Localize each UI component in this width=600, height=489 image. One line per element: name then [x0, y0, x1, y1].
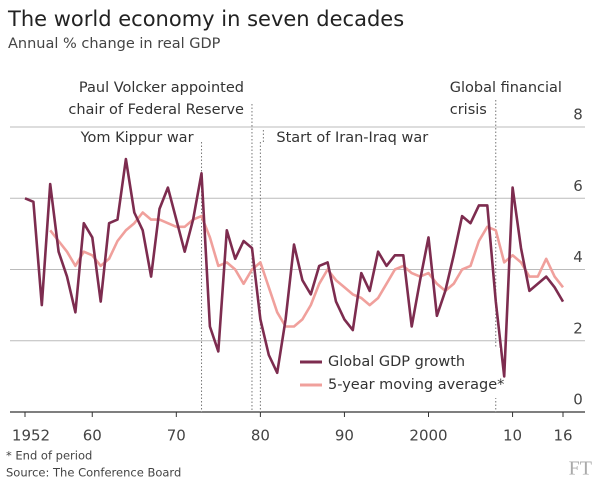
annotation-bg: [272, 130, 433, 146]
annotation-bg: [64, 102, 249, 118]
footnote: * End of period: [6, 449, 92, 463]
y-tick-label: 0: [573, 391, 583, 409]
logo: FT: [569, 458, 592, 480]
x-tick-label: 2000: [409, 427, 447, 445]
x-tick-label: 60: [83, 427, 102, 445]
legend-bg: [292, 348, 500, 398]
y-tick-label: 4: [573, 248, 583, 266]
chart-subtitle: Annual % change in real GDP: [8, 36, 221, 52]
x-tick-label: 1952: [12, 427, 50, 445]
annotation-text: Global financial: [450, 80, 562, 96]
legend-label: Global GDP growth: [328, 354, 465, 370]
annotation-text: crisis: [450, 102, 487, 118]
x-tick-label: 80: [251, 427, 270, 445]
source: Source: The Conference Board: [6, 466, 181, 480]
annotation-bg: [445, 102, 491, 118]
legend-label: 5-year moving average*: [328, 377, 504, 393]
y-tick-label: 2: [573, 319, 583, 337]
series-line: [24, 157, 565, 378]
y-tick-label: 6: [573, 177, 583, 195]
x-tick-label: 70: [167, 427, 186, 445]
annotation-bg: [445, 80, 566, 96]
y-tick-label: 8: [573, 106, 583, 124]
annotation-text: Start of Iran-Iraq war: [276, 130, 428, 146]
annotation-bg: [75, 130, 198, 146]
chart-title: The world economy in seven decades: [7, 7, 404, 31]
x-tick-label: 16: [553, 427, 572, 445]
annotation-text: chair of Federal Reserve: [68, 102, 244, 118]
annotation-text: Paul Volcker appointed: [79, 80, 244, 96]
x-tick-label: 90: [335, 427, 354, 445]
series-line: [49, 211, 565, 328]
annotation-bg: [74, 80, 248, 96]
annotation-text: Yom Kippur war: [80, 130, 194, 146]
x-tick-label: 10: [503, 427, 522, 445]
